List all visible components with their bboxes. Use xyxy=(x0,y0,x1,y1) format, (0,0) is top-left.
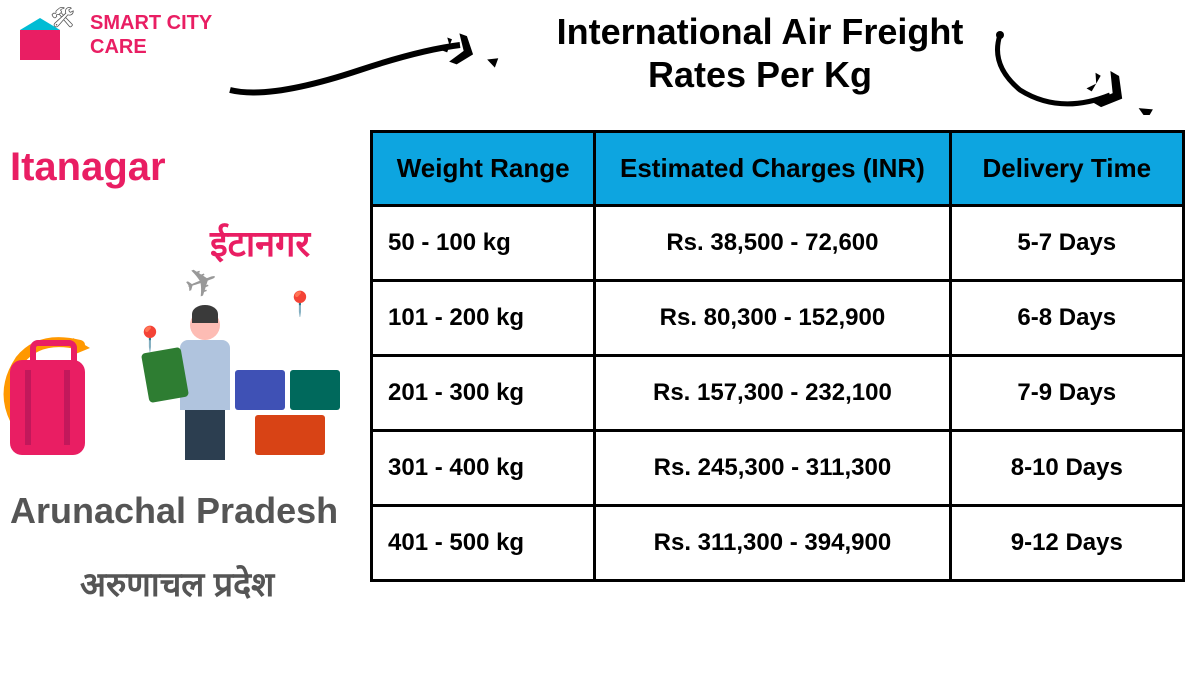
state-name-hi: अरुणाचल प्रदेश xyxy=(80,560,274,606)
logo: 🛠 SMART CITY CARE xyxy=(20,10,212,60)
page-title: International Air Freight Rates Per Kg xyxy=(510,10,1010,96)
city-name-en: Itanagar xyxy=(10,145,166,190)
logo-line1: SMART CITY xyxy=(90,11,212,35)
cell-charges: Rs. 311,300 - 394,900 xyxy=(595,506,950,581)
cell-weight: 101 - 200 kg xyxy=(372,281,595,356)
logo-line2: CARE xyxy=(90,35,212,59)
table-header-row: Weight Range Estimated Charges (INR) Del… xyxy=(372,132,1184,206)
cell-weight: 301 - 400 kg xyxy=(372,431,595,506)
rates-table: Weight Range Estimated Charges (INR) Del… xyxy=(370,130,1185,582)
plane-swoosh-left-icon xyxy=(220,20,510,100)
table-row: 401 - 500 kg Rs. 311,300 - 394,900 9-12 … xyxy=(372,506,1184,581)
table-body: 50 - 100 kg Rs. 38,500 - 72,600 5-7 Days… xyxy=(372,206,1184,581)
table-row: 101 - 200 kg Rs. 80,300 - 152,900 6-8 Da… xyxy=(372,281,1184,356)
cell-delivery: 5-7 Days xyxy=(950,206,1183,281)
cell-charges: Rs. 80,300 - 152,900 xyxy=(595,281,950,356)
table-row: 301 - 400 kg Rs. 245,300 - 311,300 8-10 … xyxy=(372,431,1184,506)
col-charges: Estimated Charges (INR) xyxy=(595,132,950,206)
tools-icon: 🛠 xyxy=(50,5,75,30)
cell-delivery: 7-9 Days xyxy=(950,356,1183,431)
cell-weight: 201 - 300 kg xyxy=(372,356,595,431)
location-pin-icon: 📍 xyxy=(285,290,315,319)
table-row: 201 - 300 kg Rs. 157,300 - 232,100 7-9 D… xyxy=(372,356,1184,431)
city-name-hi: ईटानगर xyxy=(210,218,310,267)
cell-delivery: 9-12 Days xyxy=(950,506,1183,581)
col-delivery: Delivery Time xyxy=(950,132,1183,206)
cell-weight: 401 - 500 kg xyxy=(372,506,595,581)
cell-weight: 50 - 100 kg xyxy=(372,206,595,281)
containers-icon xyxy=(235,370,345,460)
cell-delivery: 6-8 Days xyxy=(950,281,1183,356)
clipboard-icon xyxy=(141,347,189,403)
logo-text: SMART CITY CARE xyxy=(90,11,212,59)
state-name-en: Arunachal Pradesh xyxy=(10,490,338,532)
plane-swoosh-right-icon xyxy=(980,15,1180,115)
col-weight: Weight Range xyxy=(372,132,595,206)
table-row: 50 - 100 kg Rs. 38,500 - 72,600 5-7 Days xyxy=(372,206,1184,281)
cell-charges: Rs. 245,300 - 311,300 xyxy=(595,431,950,506)
freight-illustration: ✈ 📍 📍 xyxy=(5,270,355,480)
cell-charges: Rs. 157,300 - 232,100 xyxy=(595,356,950,431)
cell-charges: Rs. 38,500 - 72,600 xyxy=(595,206,950,281)
logo-house-icon: 🛠 xyxy=(20,10,80,60)
suitcase-icon xyxy=(10,360,85,455)
cell-delivery: 8-10 Days xyxy=(950,431,1183,506)
